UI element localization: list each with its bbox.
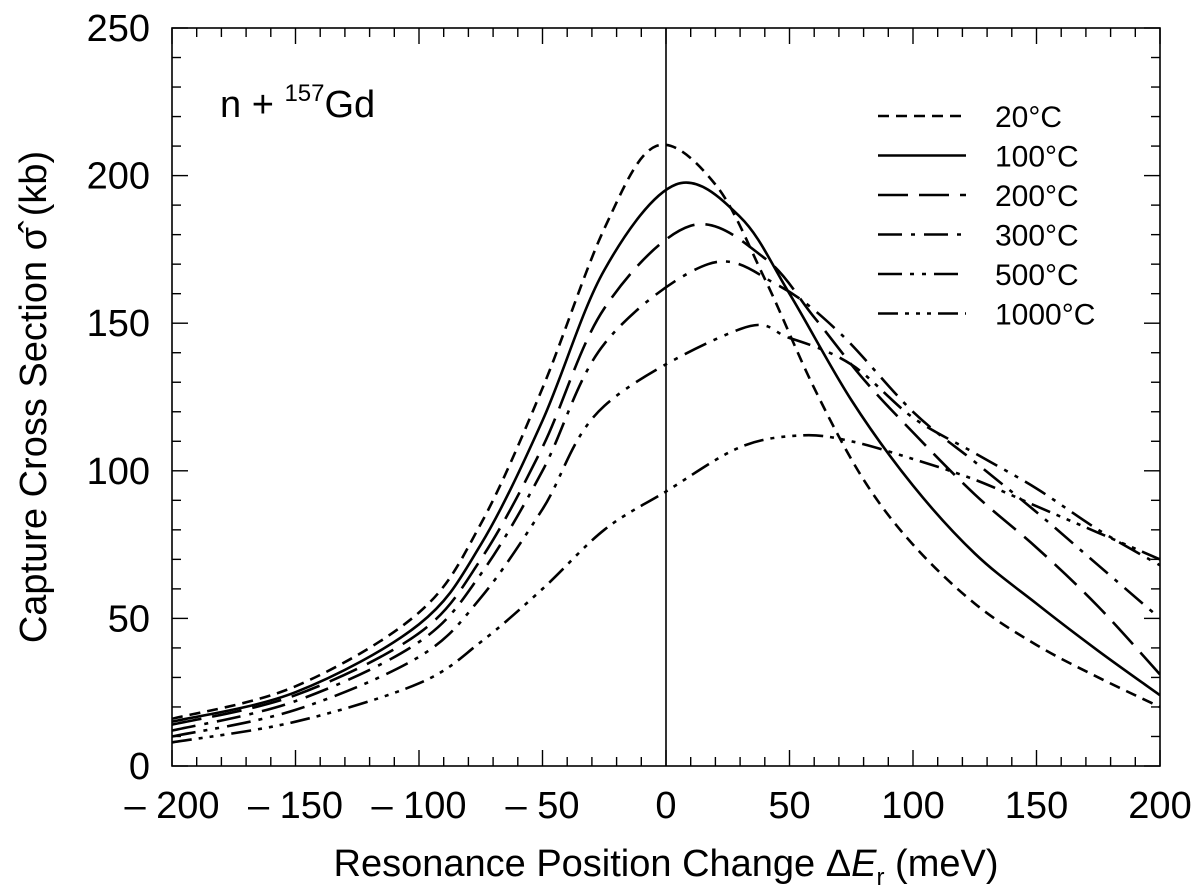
x-tick-labels: – 200 – 150 – 100 – 50 0 50 100 150 200 (124, 785, 1191, 827)
x-tick-label: – 150 (248, 785, 343, 827)
legend-label: 100°C (995, 141, 1079, 174)
y-tick-label: 100 (87, 451, 150, 493)
axis-ticks (171, 27, 1161, 767)
series-line-300c (172, 260, 1160, 732)
x-tick-label: – 50 (506, 785, 580, 827)
y-tick-label: 0 (129, 746, 150, 788)
x-axis-title: Resonance Position Change ΔEr (meV) (334, 843, 999, 888)
y-tick-labels: 0 50 100 150 200 250 (87, 8, 150, 788)
legend-label: 20°C (995, 101, 1062, 134)
legend: 20°C 100°C 200°C 300°C 500°C 1000°C (878, 101, 1095, 332)
y-tick-label: 50 (108, 598, 150, 640)
reaction-annotation: n + 157Gd (220, 80, 375, 126)
series-line-200c (172, 222, 1160, 726)
y-tick-label: 200 (87, 156, 150, 198)
x-tick-label: – 200 (124, 785, 219, 827)
legend-label: 500°C (995, 259, 1079, 292)
legend-label: 200°C (995, 180, 1079, 213)
x-tick-label: – 100 (371, 785, 466, 827)
x-tick-label: 150 (1005, 785, 1068, 827)
y-tick-label: 250 (87, 8, 150, 50)
y-axis-title: Capture Cross Section σ̂ (kb) (13, 151, 55, 643)
y-tick-label: 150 (87, 303, 150, 345)
series-line-100c (172, 181, 1160, 723)
x-tick-label: 50 (768, 785, 810, 827)
x-tick-label: 0 (655, 785, 676, 827)
series-line-500c (172, 323, 1160, 738)
series-layer (172, 143, 1160, 744)
series-line-1000c (172, 433, 1160, 744)
legend-label: 300°C (995, 220, 1079, 253)
series-line-20c (172, 143, 1160, 721)
x-tick-label: 200 (1128, 785, 1191, 827)
legend-label: 1000°C (995, 299, 1095, 332)
x-tick-label: 100 (881, 785, 944, 827)
